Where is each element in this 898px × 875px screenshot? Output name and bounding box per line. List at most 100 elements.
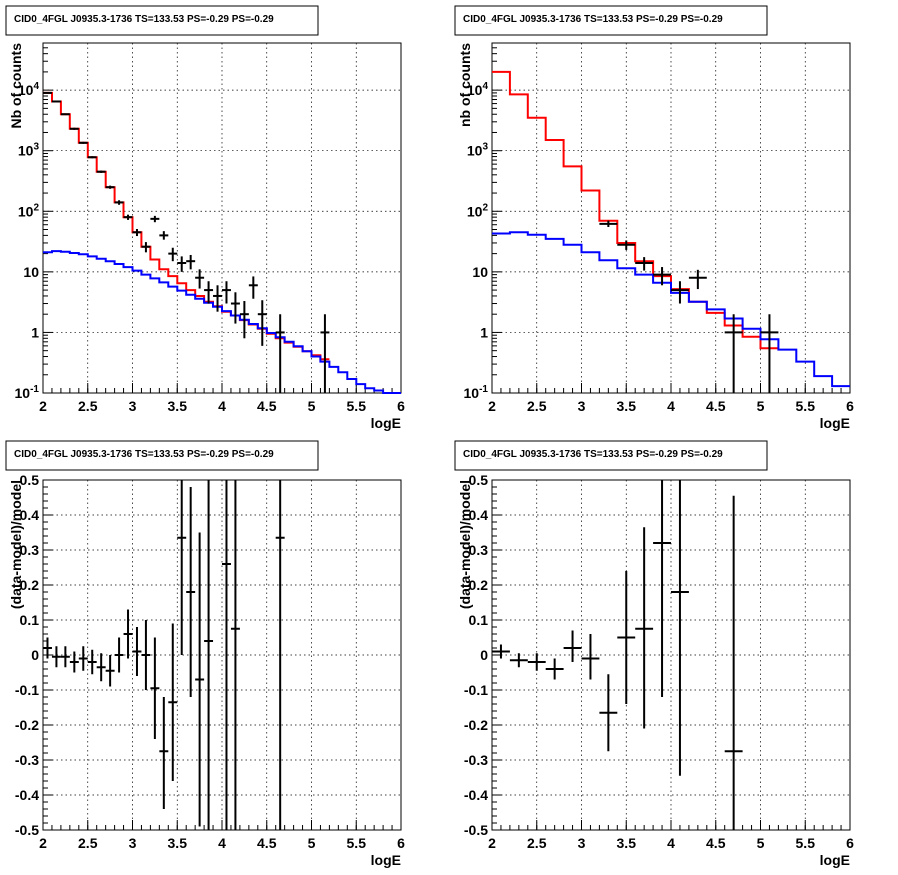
chart-title: CID0_4FGL J0935.3-1736 TS=133.53 PS=-0.2… bbox=[14, 449, 274, 460]
data-point bbox=[168, 247, 178, 262]
plot-area bbox=[492, 70, 850, 393]
data-point bbox=[177, 480, 187, 655]
data-point bbox=[132, 228, 142, 237]
y-tick-label: -0.2 bbox=[464, 717, 488, 733]
chart-panel-1: CID0_4FGL J0935.3-1736 TS=133.53 PS=-0.2… bbox=[5, 5, 405, 431]
x-tick-label: 4 bbox=[667, 398, 675, 414]
y-tick-label: 103 bbox=[467, 142, 489, 159]
y-tick-label: -0.1 bbox=[15, 682, 39, 698]
y-tick-label: 102 bbox=[467, 202, 489, 219]
x-tick-label: 4 bbox=[218, 398, 226, 414]
y-tick-label: -0.1 bbox=[464, 682, 488, 698]
chart-panel-2: CID0_4FGL J0935.3-1736 TS=133.53 PS=-0.2… bbox=[454, 5, 854, 431]
series-line-1 bbox=[43, 91, 330, 361]
x-tick-label: 4 bbox=[218, 835, 226, 851]
data-point bbox=[509, 653, 528, 668]
y-tick-label: 0.3 bbox=[20, 542, 40, 558]
data-point bbox=[87, 156, 97, 159]
x-axis-label: logE bbox=[371, 415, 401, 431]
data-point bbox=[599, 674, 618, 752]
data-point bbox=[617, 240, 636, 250]
x-tick-label: 2.5 bbox=[527, 835, 547, 851]
y-axis-label: (data-model)/model bbox=[8, 480, 24, 609]
data-point bbox=[105, 655, 115, 687]
x-tick-label: 3.5 bbox=[617, 835, 637, 851]
data-point bbox=[159, 231, 169, 240]
data-point bbox=[87, 649, 97, 675]
data-point bbox=[671, 281, 689, 304]
x-tick-label: 2 bbox=[488, 398, 496, 414]
y-tick-label: 0.5 bbox=[20, 472, 40, 488]
y-tick-label: -0.3 bbox=[15, 752, 39, 768]
data-point bbox=[230, 292, 240, 324]
chart-title: CID0_4FGL J0935.3-1736 TS=133.53 PS=-0.2… bbox=[463, 449, 723, 460]
y-tick-label: -0.2 bbox=[15, 717, 39, 733]
data-point bbox=[132, 627, 142, 676]
data-point bbox=[123, 609, 133, 659]
x-tick-label: 5 bbox=[308, 835, 316, 851]
data-point bbox=[635, 257, 654, 271]
x-tick-label: 5.5 bbox=[347, 398, 367, 414]
y-axis-label: (data-model)/model bbox=[457, 480, 473, 609]
data-point bbox=[96, 653, 106, 682]
data-point bbox=[159, 697, 169, 809]
data-point bbox=[204, 281, 214, 304]
x-tick-label: 4.5 bbox=[257, 835, 277, 851]
y-axis-label: nb of counts bbox=[457, 43, 473, 127]
data-point bbox=[195, 532, 205, 827]
data-point bbox=[653, 480, 671, 697]
x-tick-label: 4.5 bbox=[257, 398, 277, 414]
data-point bbox=[141, 620, 151, 690]
data-point bbox=[671, 480, 689, 776]
y-tick-label: 102 bbox=[18, 202, 40, 219]
chart-title-box bbox=[5, 5, 319, 36]
y-tick-label: -0.4 bbox=[464, 787, 488, 803]
data-point bbox=[688, 269, 707, 290]
data-point bbox=[320, 314, 330, 393]
y-tick-label: -0.5 bbox=[464, 822, 488, 838]
data-point bbox=[599, 220, 618, 228]
x-axis-label: logE bbox=[820, 415, 850, 431]
data-point bbox=[230, 480, 240, 830]
data-point bbox=[69, 651, 79, 673]
x-tick-label: 5.5 bbox=[796, 398, 816, 414]
data-point bbox=[563, 630, 582, 662]
y-tick-label: 0.5 bbox=[469, 472, 489, 488]
data-point bbox=[186, 254, 196, 270]
x-tick-label: 4 bbox=[667, 835, 675, 851]
y-tick-label: 0 bbox=[31, 647, 39, 663]
data-point bbox=[275, 480, 285, 830]
data-point bbox=[123, 214, 133, 220]
data-point bbox=[617, 571, 636, 704]
data-point bbox=[248, 276, 258, 299]
data-point bbox=[96, 170, 106, 173]
y-tick-label: -0.4 bbox=[15, 787, 39, 803]
chart-title-box bbox=[454, 440, 768, 471]
data-point bbox=[168, 623, 178, 781]
data-point bbox=[43, 637, 52, 659]
data-point bbox=[213, 285, 222, 312]
x-tick-label: 5 bbox=[308, 398, 316, 414]
x-tick-label: 4.5 bbox=[706, 398, 726, 414]
data-point bbox=[105, 185, 115, 189]
x-tick-label: 3 bbox=[578, 398, 586, 414]
data-point bbox=[760, 314, 779, 393]
data-point bbox=[78, 646, 88, 671]
x-tick-label: 2.5 bbox=[78, 835, 98, 851]
data-point bbox=[275, 314, 285, 393]
x-tick-label: 5 bbox=[757, 835, 765, 851]
y-tick-label: 0.3 bbox=[469, 542, 489, 558]
data-point bbox=[581, 634, 600, 680]
plot-area bbox=[492, 480, 743, 830]
series-line-2 bbox=[492, 231, 850, 388]
y-tick-label: 103 bbox=[18, 142, 40, 159]
data-point bbox=[60, 113, 70, 116]
y-tick-label: 1 bbox=[31, 324, 39, 340]
data-point bbox=[492, 644, 510, 659]
data-point bbox=[177, 256, 187, 272]
data-point bbox=[653, 267, 671, 286]
x-axis-label: logE bbox=[371, 852, 401, 868]
x-tick-label: 6 bbox=[846, 398, 854, 414]
y-tick-label: 0.1 bbox=[469, 612, 489, 628]
